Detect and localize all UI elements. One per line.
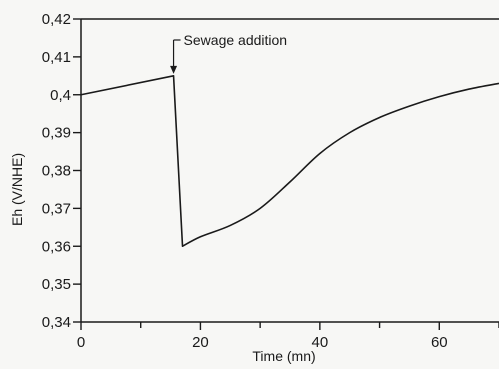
x-axis-label: Time (mn)	[252, 348, 315, 364]
y-tick-label: 0,39	[42, 125, 71, 142]
x-tick-label: 20	[192, 334, 209, 351]
annotation-text: Sewage addition	[184, 32, 288, 48]
y-tick-label: 0,38	[42, 163, 71, 180]
y-tick-label: 0,4	[50, 87, 71, 104]
eh-series-line	[80, 75, 499, 248]
x-tick-label: 60	[431, 334, 448, 351]
x-tick-label: 0	[77, 334, 85, 351]
y-ticks: 0,34 0,35 0,36 0,37 0,38 0,39 0,4 0,41 0,42	[42, 11, 81, 331]
y-tick-label: 0,41	[42, 49, 71, 66]
annotation-arrowhead	[170, 65, 178, 74]
annotation: Sewage addition	[170, 32, 287, 74]
x-ticks: 0 20 40 60	[77, 322, 499, 351]
y-axis-label: Eh (V/NHE)	[9, 153, 25, 226]
plot-frame	[80, 18, 499, 323]
y-tick-label: 0,37	[42, 200, 71, 217]
y-tick-label: 0,42	[42, 11, 71, 28]
y-tick-label: 0,34	[42, 314, 71, 331]
y-tick-label: 0,36	[42, 238, 71, 255]
x-tick-label: 40	[312, 334, 329, 351]
y-tick-label: 0,35	[42, 276, 71, 293]
